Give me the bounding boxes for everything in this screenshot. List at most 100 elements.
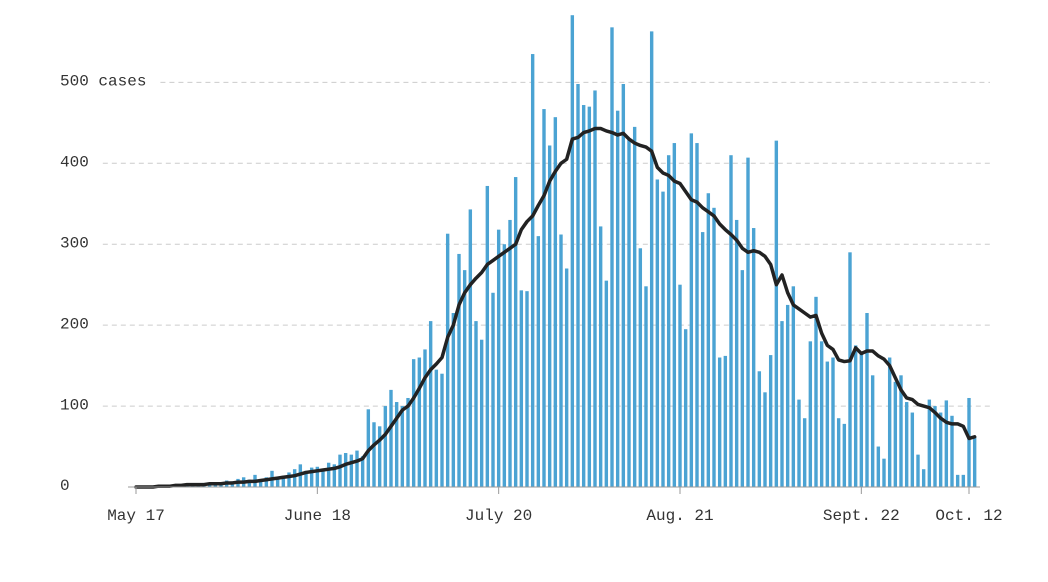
bar bbox=[264, 477, 269, 487]
bar bbox=[547, 145, 552, 487]
bar bbox=[434, 369, 439, 487]
bar bbox=[428, 321, 433, 487]
bar bbox=[904, 402, 909, 487]
bar bbox=[389, 389, 393, 487]
bar bbox=[916, 454, 920, 487]
bar bbox=[576, 83, 580, 487]
bar bbox=[559, 234, 563, 487]
bar bbox=[621, 83, 626, 487]
bar bbox=[304, 470, 308, 487]
bar bbox=[734, 219, 739, 487]
bar bbox=[678, 284, 682, 487]
bar bbox=[785, 304, 790, 487]
bar bbox=[292, 469, 297, 487]
bar bbox=[870, 375, 875, 487]
bar bbox=[598, 226, 603, 487]
bar bbox=[763, 392, 767, 487]
bar bbox=[632, 126, 637, 487]
bar bbox=[717, 357, 722, 487]
bar bbox=[508, 219, 512, 487]
bar bbox=[859, 353, 864, 487]
bar bbox=[525, 291, 529, 487]
bar bbox=[672, 143, 677, 487]
bar bbox=[343, 453, 348, 487]
bar bbox=[944, 400, 949, 487]
bar bbox=[417, 357, 422, 487]
bar bbox=[791, 286, 796, 487]
x-tick-label: Oct. 12 bbox=[935, 507, 1002, 525]
bar bbox=[853, 345, 858, 487]
bar bbox=[542, 109, 546, 487]
bar bbox=[910, 412, 915, 487]
bar bbox=[587, 106, 592, 488]
bar bbox=[950, 415, 954, 487]
bar bbox=[831, 357, 835, 487]
bar bbox=[644, 286, 648, 487]
bar bbox=[615, 110, 620, 487]
bar bbox=[899, 375, 903, 487]
bar bbox=[961, 474, 966, 487]
bar bbox=[780, 321, 784, 487]
bar bbox=[394, 402, 399, 487]
bar bbox=[938, 412, 943, 487]
bar bbox=[683, 329, 688, 487]
bar bbox=[712, 207, 716, 488]
y-tick-label: 500 cases bbox=[60, 73, 146, 91]
x-tick-label: June 18 bbox=[284, 507, 351, 525]
bar bbox=[848, 252, 852, 487]
bar bbox=[893, 381, 898, 487]
bar bbox=[819, 341, 824, 487]
bar bbox=[468, 209, 473, 487]
bar bbox=[666, 155, 671, 487]
bar bbox=[689, 133, 694, 487]
bar bbox=[627, 139, 631, 487]
x-tick-label: July 20 bbox=[465, 507, 532, 525]
bar bbox=[485, 185, 490, 487]
bar bbox=[377, 426, 382, 487]
bar bbox=[247, 479, 252, 487]
bar bbox=[519, 290, 524, 487]
bar bbox=[802, 418, 807, 487]
x-tick-label: Sept. 22 bbox=[823, 507, 900, 525]
bar bbox=[332, 464, 337, 487]
bar bbox=[655, 179, 660, 487]
bar bbox=[553, 117, 558, 487]
line bbox=[134, 126, 977, 489]
bar bbox=[610, 27, 614, 488]
bar bbox=[825, 361, 830, 487]
bar bbox=[287, 472, 291, 487]
bar bbox=[746, 157, 750, 488]
bar bbox=[757, 371, 762, 487]
bar bbox=[649, 31, 654, 488]
bar bbox=[383, 406, 388, 487]
bar bbox=[309, 467, 314, 487]
bar bbox=[349, 454, 354, 487]
bar bbox=[491, 292, 495, 487]
bar bbox=[360, 456, 365, 487]
bar bbox=[474, 321, 478, 487]
x-tick-label: May 17 bbox=[107, 507, 165, 525]
bar bbox=[723, 355, 728, 487]
bar bbox=[638, 248, 643, 487]
bar bbox=[774, 140, 779, 488]
bar bbox=[530, 54, 535, 487]
bar bbox=[661, 191, 665, 488]
bar bbox=[814, 296, 818, 487]
bar bbox=[740, 270, 745, 487]
y-tick-label: 300 bbox=[60, 234, 89, 252]
bar bbox=[440, 373, 444, 487]
bar bbox=[445, 233, 450, 487]
bar bbox=[955, 474, 960, 487]
bar bbox=[593, 90, 597, 488]
bar bbox=[451, 313, 456, 487]
bar bbox=[808, 341, 813, 487]
bar bbox=[842, 423, 847, 487]
bar bbox=[400, 406, 405, 487]
bar bbox=[876, 446, 881, 487]
bar bbox=[768, 355, 773, 487]
bar bbox=[321, 469, 325, 487]
bar bbox=[927, 399, 932, 487]
bar bbox=[706, 193, 711, 487]
bar bbox=[338, 454, 342, 487]
bar bbox=[406, 397, 410, 487]
